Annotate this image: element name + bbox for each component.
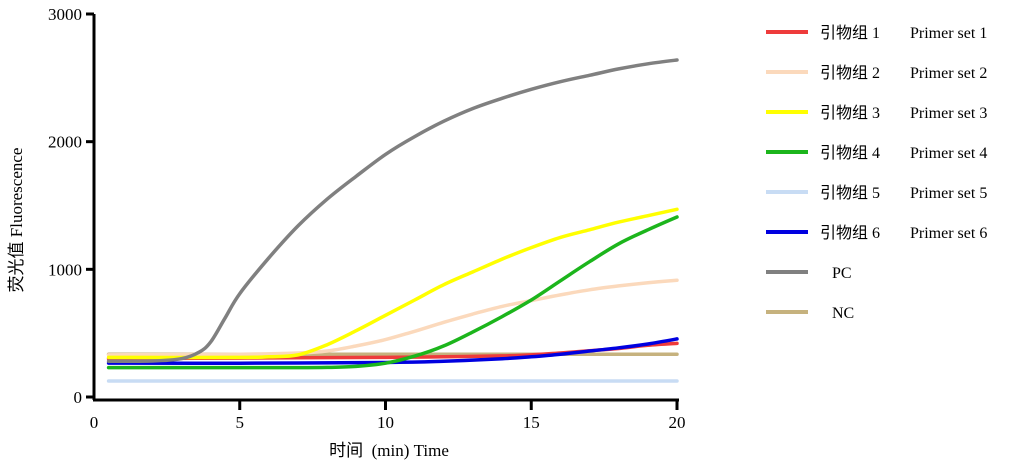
legend-label: 引物组 5 [820,184,880,202]
y-tick-label: 3000 [48,5,82,24]
y-tick-label: 2000 [48,133,82,152]
x-tick-label: 15 [523,413,540,432]
legend-label-en: Primer set 3 [910,105,987,122]
y-tick-label: 1000 [48,260,82,279]
series-line [106,207,679,360]
legend-label: 引物组 2 [820,64,880,82]
y-axis-label: 荧光值 Fluorescence [7,148,26,293]
x-axis-ticks: 0 5 10 15 20 [90,400,686,432]
x-tick-label: 5 [236,413,245,432]
series-line [106,337,679,365]
legend: 引物组 1 Primer set 1 引物组 2 Primer set 2 引物组 3 P… [766,24,987,322]
legend-label: PC [832,265,852,282]
legend-label-en: Primer set 5 [910,185,987,202]
legend-label-en: Primer set 1 [910,25,987,42]
legend-label-en: Primer set 4 [910,145,987,162]
legend-label: 引物组 6 [820,224,880,242]
series-line [106,278,679,357]
legend-label-en: Primer set 2 [910,65,987,82]
x-tick-label: 20 [669,413,686,432]
legend-label-en: Primer set 6 [910,225,987,242]
x-axis-label: 时间 (min) Time [329,441,449,460]
x-tick-label: 0 [90,413,99,432]
series-line [106,58,679,364]
legend-label: NC [832,305,854,322]
y-tick-label: 0 [74,388,83,407]
legend-label: 引物组 3 [820,104,880,122]
legend-label: 引物组 4 [820,144,880,162]
plot-area [106,58,679,383]
x-tick-label: 10 [377,413,394,432]
series-line [106,215,679,370]
legend-label: 引物组 1 [820,24,880,42]
y-axis-ticks: 0 1000 2000 3000 [48,5,94,407]
